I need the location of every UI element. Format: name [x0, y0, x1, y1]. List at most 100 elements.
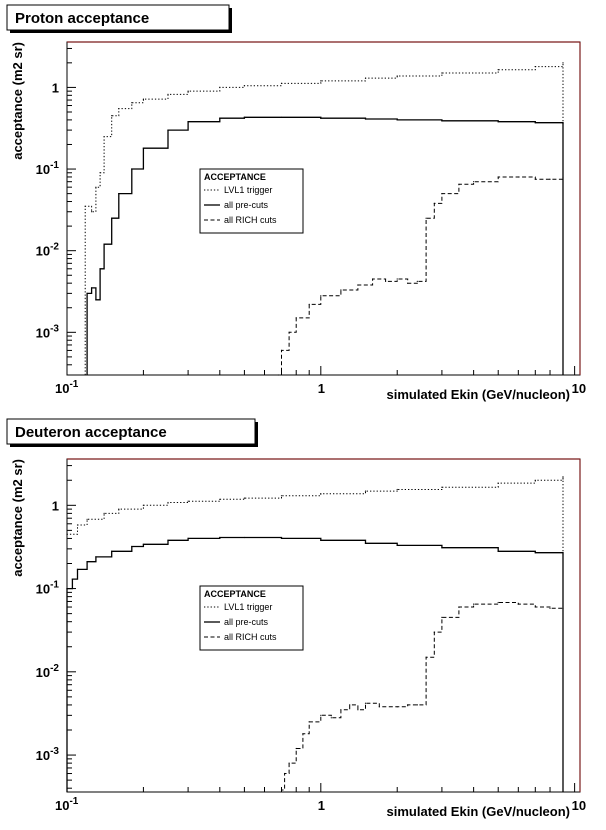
data-point	[549, 178, 551, 180]
chart-panel-1: Deuteron acceptance 10-1 1 10 10-3 10-2 10-1 1 s…	[6, 418, 586, 819]
data-point	[295, 317, 297, 319]
series-line-dashed	[278, 176, 564, 376]
data-point	[66, 533, 68, 535]
data-point	[95, 556, 97, 558]
legend: ACCEPTANCE LVL1 trigger all pre-cuts all RI…	[199, 585, 304, 651]
data-point	[407, 704, 409, 706]
data-point	[497, 601, 499, 604]
data-point	[534, 606, 536, 608]
data-point	[441, 486, 443, 488]
data-point	[280, 82, 283, 84]
data-point	[396, 75, 398, 77]
data-point	[167, 501, 169, 504]
plot-frame	[66, 458, 581, 793]
data-point	[103, 243, 105, 245]
data-point	[167, 129, 169, 131]
data-point	[458, 606, 460, 608]
series-line-dotted	[66, 476, 564, 792]
legend: ACCEPTANCE LVL1 trigger all pre-cuts all RI…	[199, 168, 304, 234]
data-point	[473, 181, 475, 183]
data-point	[473, 603, 475, 605]
series-line-solid	[66, 536, 564, 792]
data-point	[131, 545, 133, 548]
data-point	[187, 121, 189, 123]
data-point	[219, 117, 221, 119]
data-point	[219, 86, 221, 88]
data-point	[497, 69, 499, 71]
data-point	[433, 631, 435, 633]
data-point	[95, 299, 97, 301]
data-point	[103, 512, 105, 515]
data-point	[118, 108, 120, 110]
chart-panel-0: Proton acceptance 10-1 1 10 10-3 10-2 10-1 1 sim…	[6, 4, 586, 402]
legend-entry: all pre-cuts	[224, 200, 269, 210]
legend-entry: all RICH cuts	[224, 632, 277, 642]
legend-entry: all pre-cuts	[224, 617, 269, 627]
legend-title: ACCEPTANCE	[204, 589, 266, 599]
data-point	[142, 504, 144, 506]
data-point	[497, 176, 499, 178]
data-point	[131, 102, 133, 104]
data-point	[277, 374, 279, 376]
data-point	[562, 62, 564, 64]
data-point	[357, 709, 359, 711]
data-point	[118, 508, 120, 510]
data-point	[340, 709, 342, 711]
data-point	[280, 789, 283, 791]
data-point	[396, 488, 398, 491]
y-tick-label: 10-3	[36, 323, 60, 340]
data-point	[118, 193, 120, 195]
data-point	[280, 349, 283, 351]
data-point	[142, 98, 144, 100]
data-point	[111, 217, 113, 219]
data-point	[396, 119, 398, 121]
data-point	[364, 542, 367, 544]
data-point	[534, 122, 536, 124]
y-tick-label: 10-3	[36, 746, 60, 763]
legend-box	[199, 168, 304, 234]
data-point	[76, 568, 79, 571]
data-point	[243, 116, 245, 118]
data-point	[243, 536, 245, 539]
data-point	[66, 588, 68, 590]
data-point	[425, 217, 427, 219]
x-tick-label: 1	[318, 798, 325, 813]
data-point	[364, 702, 367, 704]
data-point	[562, 553, 564, 555]
x-tick-label: 1	[318, 381, 325, 396]
data-point	[71, 578, 73, 580]
data-point	[308, 303, 310, 305]
data-point	[441, 120, 443, 122]
y-tick-label: 10-1	[36, 580, 60, 597]
data-point	[364, 118, 367, 120]
data-point	[372, 278, 374, 280]
data-point	[357, 284, 359, 286]
data-point	[288, 331, 290, 333]
data-point	[458, 183, 460, 185]
data-point	[320, 714, 322, 716]
data-point	[349, 704, 351, 706]
data-point	[441, 547, 443, 549]
legend-entry: all RICH cuts	[224, 215, 277, 225]
data-point	[86, 561, 88, 563]
chart-title: Proton acceptance	[15, 10, 149, 27]
data-point	[280, 495, 283, 497]
data-point	[441, 72, 443, 74]
y-tick-label: 10-1	[36, 160, 60, 177]
x-tick-label: 10	[572, 381, 586, 396]
data-point	[187, 537, 189, 540]
data-point	[517, 176, 519, 178]
x-axis-label: simulated Ekin (GeV/nucleon)	[387, 387, 570, 402]
data-point	[320, 117, 322, 119]
data-point	[441, 193, 443, 195]
data-point	[308, 721, 310, 723]
data-point	[517, 603, 519, 605]
data-point	[99, 172, 101, 174]
data-point	[86, 292, 88, 294]
data-point	[167, 93, 169, 95]
chart-title: Deuteron acceptance	[15, 424, 167, 441]
data-point	[320, 80, 322, 82]
data-point	[243, 497, 245, 499]
data-point	[378, 706, 380, 708]
